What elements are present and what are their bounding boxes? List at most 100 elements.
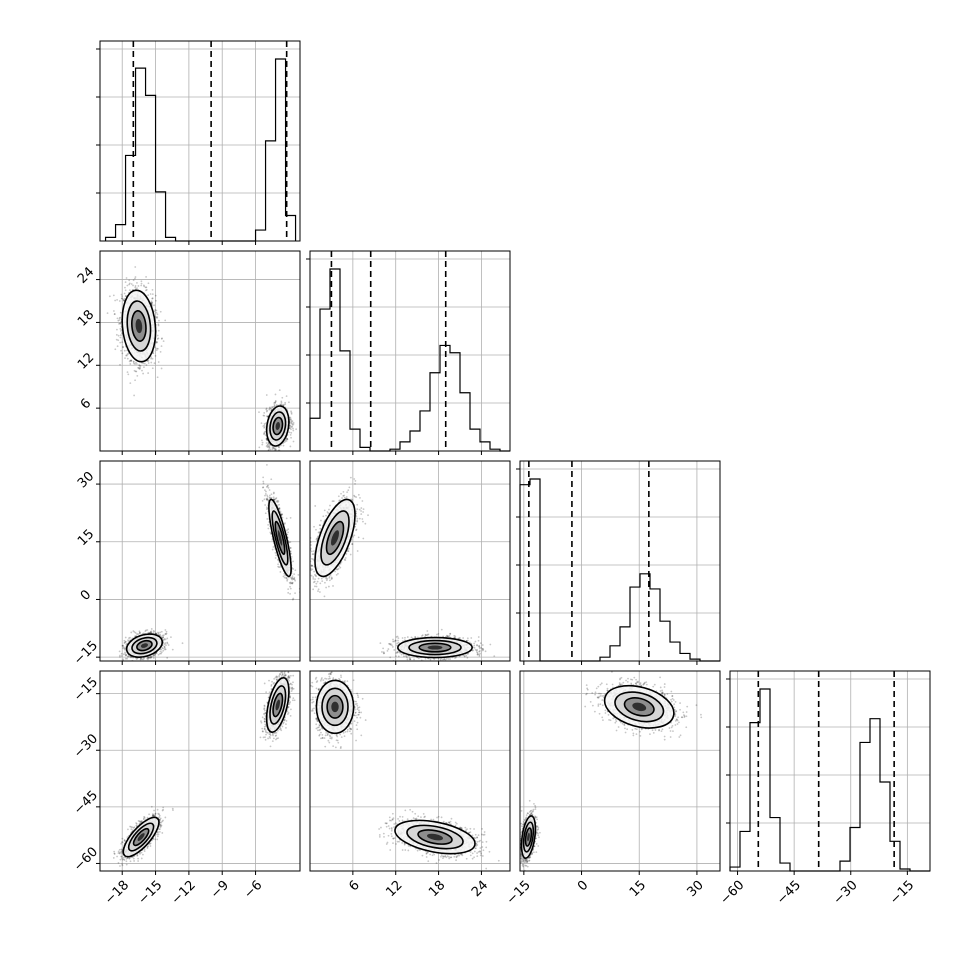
- scatter-point: [125, 643, 128, 646]
- scatter-point: [142, 362, 145, 365]
- scatter-point: [139, 631, 141, 634]
- scatter-point: [284, 403, 287, 406]
- scatter-point: [263, 414, 266, 417]
- scatter-point: [150, 361, 153, 364]
- scatter-point: [285, 438, 288, 440]
- scatter-point: [115, 338, 118, 341]
- scatter-point: [265, 445, 268, 447]
- scatter-point: [171, 648, 174, 651]
- scatter-point: [126, 657, 129, 660]
- scatter-point: [129, 636, 131, 639]
- scatter-point: [270, 406, 273, 409]
- scatter-point: [149, 631, 152, 634]
- scatter-point: [154, 354, 157, 357]
- scatter-point: [156, 334, 159, 337]
- scatter-point: [138, 631, 141, 634]
- scatter-point: [119, 334, 122, 336]
- scatter-point: [134, 632, 137, 634]
- scatter-point: [134, 276, 137, 278]
- scatter-point: [124, 295, 127, 298]
- scatter-point: [263, 432, 266, 435]
- scatter-point: [139, 658, 142, 661]
- scatter-point: [285, 517, 288, 520]
- scatter-point: [291, 425, 293, 428]
- scatter-point: [157, 632, 160, 635]
- scatter-point: [151, 357, 154, 360]
- scatter-point: [267, 449, 270, 451]
- scatter-point: [291, 422, 293, 425]
- scatter-point: [286, 438, 289, 441]
- scatter-point: [124, 657, 127, 660]
- scatter-point: [121, 341, 124, 344]
- scatter-point: [135, 361, 137, 364]
- scatter-point: [119, 655, 121, 658]
- scatter-point: [147, 362, 150, 364]
- scatter-point: [153, 304, 156, 307]
- scatter-point: [125, 354, 127, 357]
- scatter-point: [163, 648, 166, 651]
- scatter-point: [125, 654, 127, 657]
- scatter-point: [121, 644, 124, 647]
- scatter-point: [144, 630, 147, 632]
- scatter-point: [136, 633, 138, 635]
- scatter-point: [161, 337, 163, 340]
- scatter-point: [146, 629, 149, 631]
- scatter-point: [129, 359, 132, 362]
- scatter-point: [138, 364, 141, 367]
- scatter-point: [113, 313, 116, 315]
- scatter-point: [289, 592, 291, 595]
- scatter-point: [124, 640, 127, 643]
- scatter-point: [161, 646, 164, 649]
- scatter-point: [265, 442, 268, 444]
- scatter-point: [120, 655, 123, 657]
- scatter-point: [150, 656, 153, 659]
- scatter-point: [138, 630, 141, 633]
- scatter-point: [147, 656, 150, 659]
- scatter-point: [277, 455, 279, 457]
- scatter-point: [290, 420, 293, 423]
- hist-panel-3: [726, 670, 931, 872]
- hist-panel-frame: [519, 460, 721, 662]
- scatter-point: [290, 419, 293, 422]
- scatter-point: [116, 317, 119, 320]
- scatter-point: [152, 352, 155, 355]
- scatter-point: [273, 452, 275, 454]
- scatter-point: [143, 657, 145, 660]
- scatter-point: [139, 366, 141, 369]
- scatter-point: [155, 311, 158, 314]
- scatter-point: [124, 641, 126, 644]
- scatter-point: [166, 637, 169, 640]
- scatter-point: [151, 367, 154, 370]
- scatter-point: [154, 632, 157, 635]
- scatter-point: [155, 341, 158, 344]
- scatter-point: [160, 337, 163, 340]
- scatter-point: [119, 316, 122, 319]
- scatter-point: [122, 647, 124, 650]
- scatter-point: [292, 423, 295, 426]
- scatter-point: [289, 427, 292, 429]
- scatter-point: [164, 633, 167, 635]
- scatter-point: [147, 372, 150, 374]
- scatter-point: [132, 360, 135, 363]
- scatter-point: [144, 663, 146, 665]
- scatter-point: [147, 656, 149, 659]
- scatter-point: [147, 359, 150, 362]
- scatter-point: [146, 657, 148, 660]
- scatter-point: [290, 410, 292, 413]
- scatter-point: [141, 369, 143, 372]
- scatter-point: [159, 310, 162, 313]
- hist-panel-2: [516, 460, 721, 662]
- hist-panel-1: [306, 250, 511, 452]
- scatter-point: [120, 330, 122, 332]
- scatter-point: [155, 349, 158, 352]
- scatter-point: [152, 655, 154, 657]
- scatter-point: [285, 395, 288, 397]
- scatter-point: [163, 643, 166, 646]
- scatter-content: [118, 463, 300, 665]
- scatter-point: [156, 317, 158, 319]
- scatter-point: [269, 406, 271, 409]
- scatter-point: [288, 431, 291, 434]
- scatter-point: [157, 324, 160, 327]
- scatter-point: [159, 350, 162, 353]
- scatter-point: [132, 284, 134, 287]
